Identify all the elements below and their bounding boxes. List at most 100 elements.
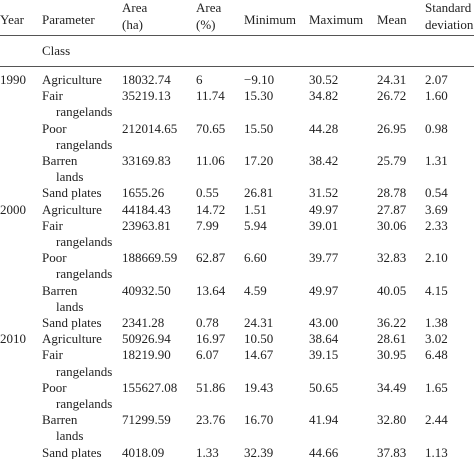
value-cell: 30.06 xyxy=(377,217,407,233)
value-cell: 10.50 xyxy=(244,331,274,347)
year-cell: 2000 xyxy=(0,201,26,217)
value-cell: 4.15 xyxy=(425,282,448,298)
value-cell: 31.52 xyxy=(309,185,339,201)
class-cell: Barren xyxy=(42,153,78,168)
value-cell: 16.70 xyxy=(244,412,274,428)
value-cell: 14.67 xyxy=(244,347,274,363)
subheader-rule xyxy=(0,66,474,67)
class-cell: Poor xyxy=(42,379,67,395)
value-cell: 39.01 xyxy=(309,217,339,233)
year-cell: 2010 xyxy=(0,331,26,347)
class-cell: rangelands xyxy=(56,396,113,411)
value-cell: 2.07 xyxy=(425,72,448,87)
value-cell: 1.38 xyxy=(425,315,448,330)
value-cell: 39.77 xyxy=(309,250,339,266)
value-cell: 14.72 xyxy=(196,201,226,217)
value-cell: 32.39 xyxy=(244,444,274,459)
value-cell: 1.60 xyxy=(425,88,448,104)
class-cell: rangelands xyxy=(56,104,113,120)
value-cell: 2.10 xyxy=(425,250,448,266)
value-cell: 50.65 xyxy=(309,379,339,395)
value-cell: 3.02 xyxy=(425,331,448,347)
header-cell: Maximum xyxy=(309,12,364,27)
class-cell: lands xyxy=(56,298,84,314)
class-cell: Sand plates xyxy=(42,315,102,330)
class-cell: Poor xyxy=(42,120,67,136)
value-cell: 40.05 xyxy=(377,282,407,298)
class-cell: Barren xyxy=(42,412,78,428)
value-cell: 44.66 xyxy=(309,444,339,459)
value-cell: −9.10 xyxy=(244,72,275,87)
value-cell: 37.83 xyxy=(377,444,407,459)
header-cell: Standard xyxy=(425,0,472,15)
value-cell: 62.87 xyxy=(196,250,226,266)
class-cell: Sand plates xyxy=(42,444,102,459)
class-cell: rangelands xyxy=(56,234,113,249)
value-cell: 0.54 xyxy=(425,185,448,201)
value-cell: 50926.94 xyxy=(122,331,171,347)
value-cell: 71299.59 xyxy=(122,412,171,428)
class-cell: rangelands xyxy=(56,266,113,282)
value-cell: 2341.28 xyxy=(122,315,165,330)
value-cell: 15.30 xyxy=(244,88,274,104)
class-cell: Fair xyxy=(42,88,63,104)
value-cell: 188669.59 xyxy=(122,250,178,266)
value-cell: 27.87 xyxy=(377,201,407,217)
header-cell: Minimum xyxy=(244,12,297,27)
value-cell: 30.95 xyxy=(377,347,407,363)
class-cell: Fair xyxy=(42,347,63,363)
value-cell: 0.78 xyxy=(196,315,219,330)
value-cell: 40932.50 xyxy=(122,282,171,298)
class-cell: lands xyxy=(56,428,84,444)
value-cell: 43.00 xyxy=(309,315,339,330)
value-cell: 0.55 xyxy=(196,185,219,201)
header-rule xyxy=(0,35,474,36)
value-cell: 24.31 xyxy=(244,315,274,330)
value-cell: 34.82 xyxy=(309,88,339,104)
year-cell: 1990 xyxy=(0,72,26,87)
value-cell: 36.22 xyxy=(377,315,407,330)
value-cell: 5.94 xyxy=(244,217,267,233)
value-cell: 41.94 xyxy=(309,412,339,428)
value-cell: 1.31 xyxy=(425,153,448,168)
value-cell: 6.60 xyxy=(244,250,267,266)
class-cell: rangelands xyxy=(56,136,113,152)
value-cell: 17.20 xyxy=(244,153,274,168)
value-cell: 23963.81 xyxy=(122,217,171,233)
class-cell: Agriculture xyxy=(42,72,102,87)
value-cell: 4018.09 xyxy=(122,444,165,459)
value-cell: 3.69 xyxy=(425,201,448,217)
value-cell: 18219.90 xyxy=(122,347,171,363)
value-cell: 18032.74 xyxy=(122,72,171,87)
class-cell: Poor xyxy=(42,250,67,266)
value-cell: 30.52 xyxy=(309,72,339,87)
value-cell: 39.15 xyxy=(309,347,339,363)
header-cell: Parameter xyxy=(42,12,95,27)
value-cell: 1655.26 xyxy=(122,185,165,201)
value-cell: 35219.13 xyxy=(122,88,171,104)
value-cell: 11.06 xyxy=(196,153,225,168)
value-cell: 25.79 xyxy=(377,153,407,168)
header-cell: (%) xyxy=(196,17,216,32)
header-cell: Area xyxy=(196,0,222,15)
class-cell: Barren xyxy=(42,282,78,298)
value-cell: 16.97 xyxy=(196,331,226,347)
class-cell: Agriculture xyxy=(42,331,102,347)
value-cell: 44184.43 xyxy=(122,201,171,217)
value-cell: 7.99 xyxy=(196,217,219,233)
value-cell: 155627.08 xyxy=(122,379,178,395)
class-cell: Sand plates xyxy=(42,185,102,201)
value-cell: 1.33 xyxy=(196,444,219,459)
value-cell: 0.98 xyxy=(425,120,448,136)
value-cell: 212014.65 xyxy=(122,120,178,136)
value-cell: 26.81 xyxy=(244,185,274,201)
value-cell: 38.42 xyxy=(309,153,339,168)
value-cell: 38.64 xyxy=(309,331,339,347)
value-cell: 70.65 xyxy=(196,120,226,136)
value-cell: 28.61 xyxy=(377,331,407,347)
class-cell: lands xyxy=(56,169,84,185)
value-cell: 33169.83 xyxy=(122,153,171,168)
value-cell: 4.59 xyxy=(244,282,267,298)
value-cell: 6.48 xyxy=(425,347,448,363)
